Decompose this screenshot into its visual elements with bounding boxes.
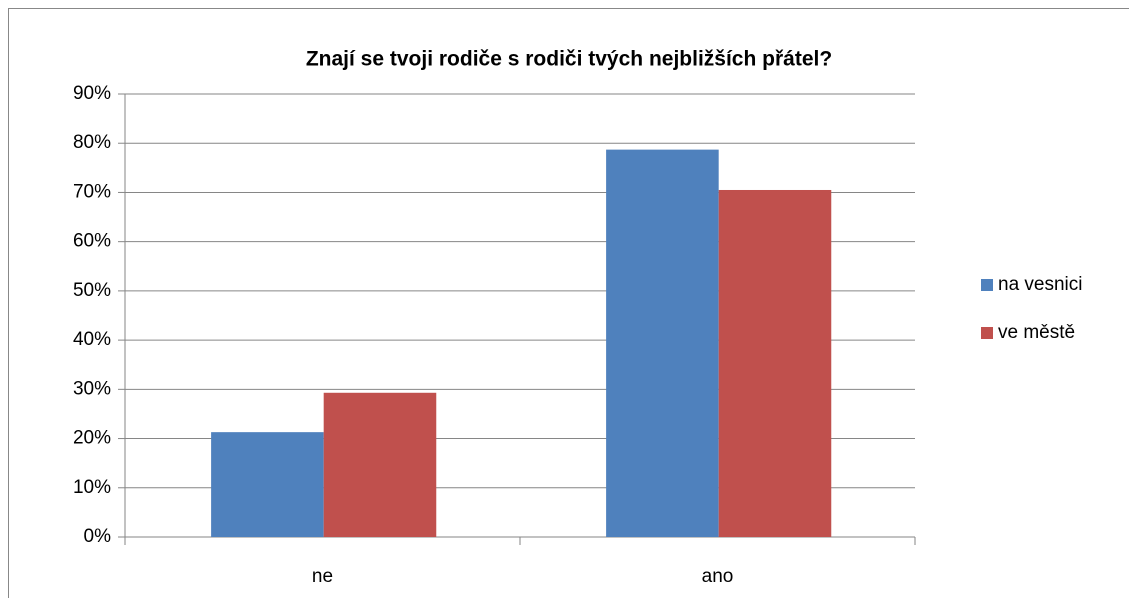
chart-border (8, 8, 1129, 598)
y-tick-label: 10% (73, 477, 111, 498)
y-tick-label: 40% (73, 329, 111, 350)
y-tick-label: 70% (73, 181, 111, 202)
legend-swatch (981, 327, 993, 339)
bar (718, 189, 832, 537)
bar (323, 392, 437, 537)
x-tick-label: ano (702, 566, 734, 587)
legend-label: ve městě (998, 322, 1075, 343)
y-tick-label: 20% (73, 428, 111, 449)
bar (606, 149, 719, 538)
y-tick-label: 80% (73, 132, 111, 153)
y-tick-label: 60% (73, 231, 111, 252)
y-tick-label: 50% (73, 280, 111, 301)
y-tick-label: 90% (73, 83, 111, 104)
chart-title: Znají se tvoji rodiče s rodiči tvých nej… (306, 48, 832, 71)
legend-label: na vesnici (998, 274, 1083, 295)
bar (211, 432, 324, 537)
legend-swatch (981, 279, 993, 291)
y-tick-label: 0% (84, 526, 112, 547)
y-tick-label: 30% (73, 378, 111, 399)
x-tick-label: ne (312, 566, 333, 587)
